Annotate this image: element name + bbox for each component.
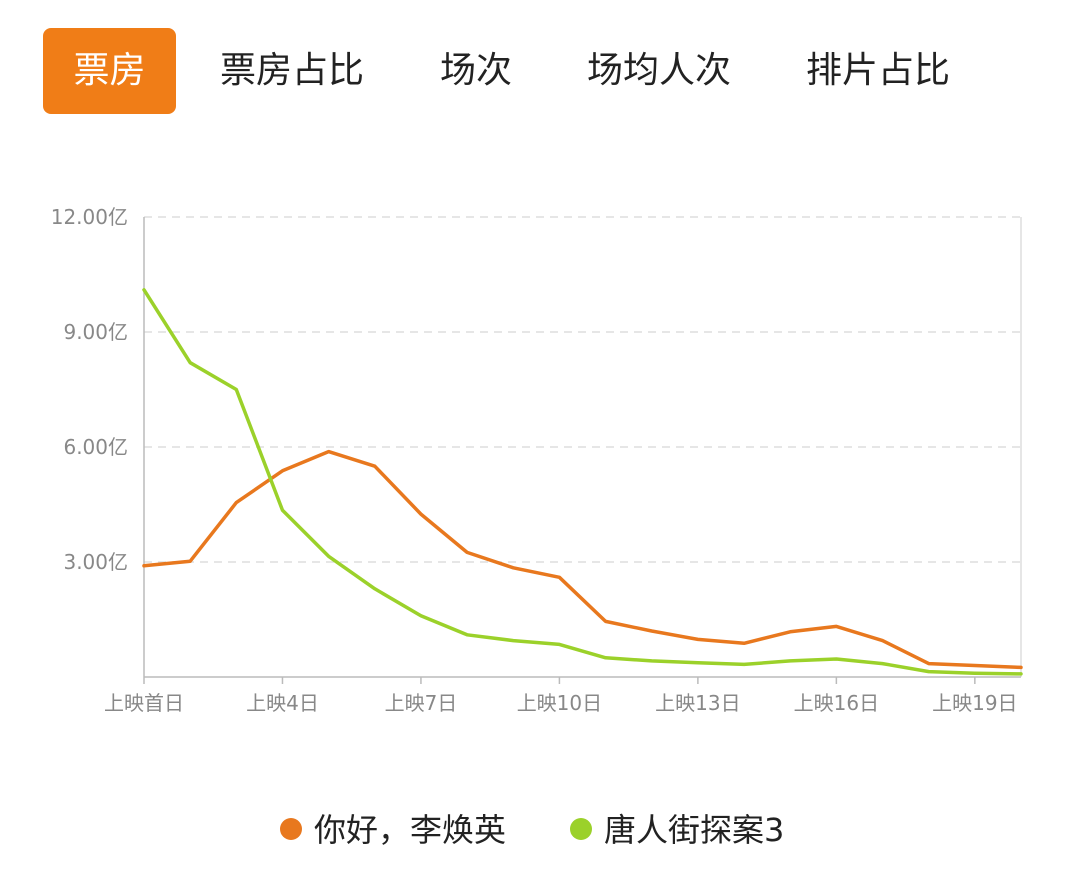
tab-box-office-share[interactable]: 票房占比 [220,50,365,91]
x-tick-label: 上映4日 [246,691,319,715]
legend-dot-series-2 [570,818,592,840]
tab-screenings[interactable]: 场次 [440,50,513,91]
x-tick-label: 上映7日 [385,691,458,715]
grid-lines [144,216,1021,563]
x-axis-ticks: 上映首日 上映4日 上映7日 上映10日 上映13日 上映16日 上映19日 [104,677,1018,715]
legend-item-series-1[interactable]: 你好，李焕英 [280,800,506,860]
y-tick-label: 6.00亿 [63,435,128,459]
axes [143,217,1022,678]
y-tick-label: 9.00亿 [63,320,128,344]
legend-label-series-2: 唐人街探案3 [604,811,785,849]
legend-dot-series-1 [280,818,302,840]
series-lines [142,288,1023,676]
tab-box-office[interactable]: 票房 [43,28,176,114]
legend-item-series-2[interactable]: 唐人街探案3 [570,800,784,860]
x-tick-label: 上映10日 [517,691,602,715]
x-tick-label: 上映13日 [655,691,740,715]
x-tick-label: 上映16日 [794,691,879,715]
y-axis-ticks: 3.00亿 6.00亿 9.00亿 12.00亿 [51,205,128,574]
legend: 你好，李焕英 唐人街探案3 [0,800,1080,860]
y-tick-label: 12.00亿 [51,205,128,229]
box-office-line-chart: 3.00亿6.00亿9.00亿12.00亿 上映首日 上映4日 上映7日 上映10日上… [51,205,1023,715]
tab-avg-attendance[interactable]: 场均人次 [587,50,732,91]
y-tick-label: 3.00亿 [63,550,128,574]
series-line-1 [142,449,1023,670]
legend-label-series-1: 你好，李焕英 [314,811,507,849]
x-tick-label: 上映19日 [932,691,1017,715]
x-tick-label: 上映首日 [104,691,184,715]
series-line-2 [142,288,1023,676]
tab-schedule-share[interactable]: 排片占比 [806,50,951,91]
metric-tabs: 票房 票房占比 场次 场均人次 排片占比 [0,28,1080,116]
